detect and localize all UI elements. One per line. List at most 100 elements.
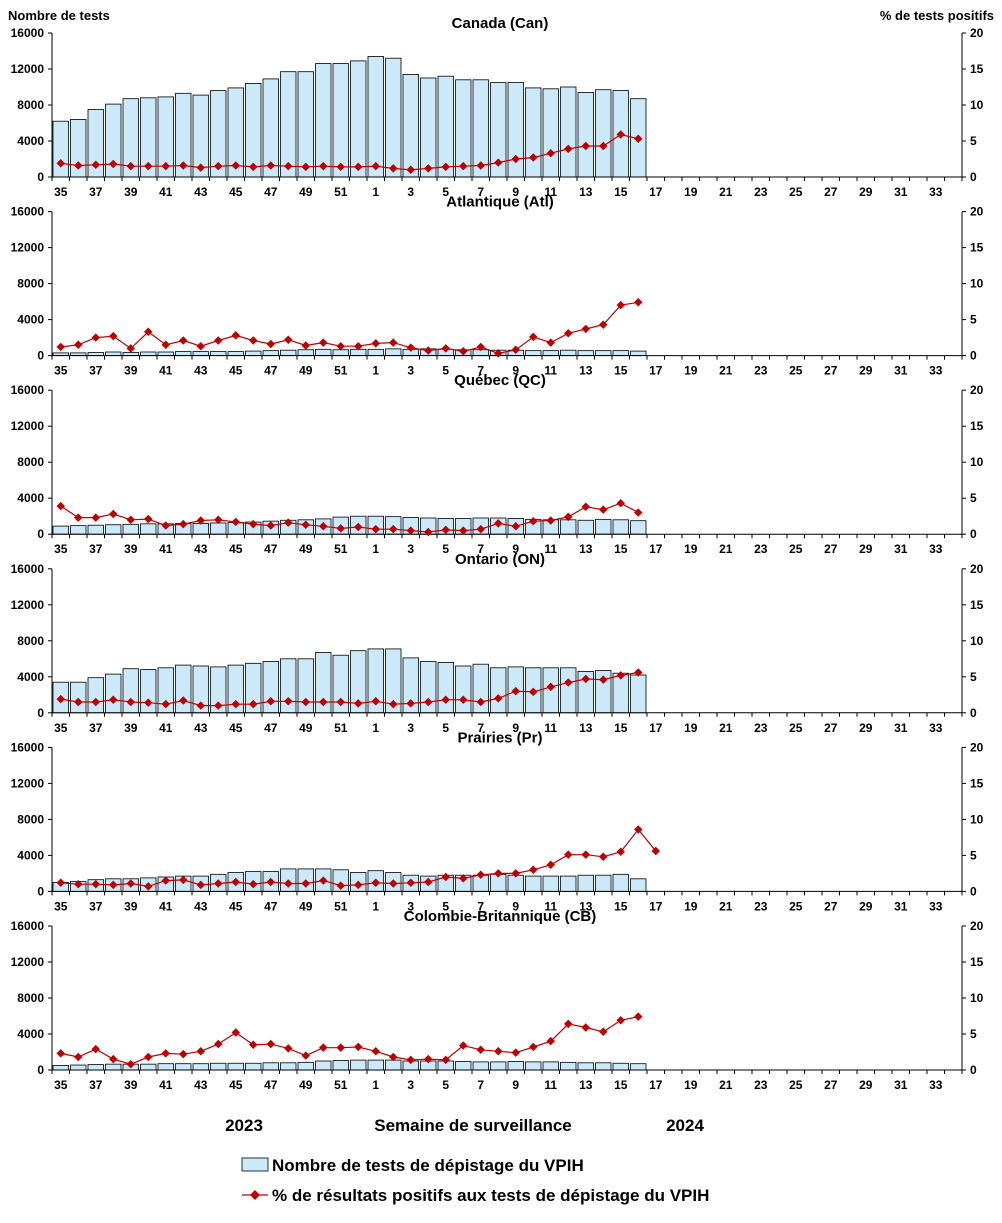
pct-positive-point (91, 333, 101, 342)
y-right-tick-label: 10 (970, 812, 984, 826)
legend: Nombre de tests de dépistage du VPIH % d… (241, 1156, 709, 1205)
x-tick-label: 51 (334, 1078, 348, 1092)
y-left-tick-label: 0 (37, 349, 44, 363)
pct-positive-point (598, 320, 608, 329)
pct-positive-point (73, 1052, 83, 1062)
y-right-tick-label: 10 (970, 277, 984, 291)
y-right-tick-label: 10 (970, 455, 984, 469)
bar (455, 1061, 472, 1071)
pct-positive-point (406, 343, 416, 352)
bar (210, 522, 227, 535)
x-tick-label: 7 (477, 721, 484, 735)
bar (595, 518, 612, 535)
x-tick-label: 1 (372, 185, 379, 199)
bar (297, 1061, 314, 1071)
x-tick-label: 21 (719, 185, 733, 199)
bar (595, 89, 612, 178)
x-tick-label: 1 (372, 721, 379, 735)
pct-positive-point (161, 1049, 170, 1058)
y-left-tick-label: 8000 (17, 812, 44, 826)
y-left-tick-label: 0 (37, 884, 44, 898)
bar (332, 63, 349, 178)
pct-positive-point (249, 519, 258, 529)
x-tick-label: 3 (407, 364, 414, 378)
pct-positive-point (389, 524, 398, 534)
x-tick-label: 7 (477, 899, 484, 913)
pct-positive-point (494, 694, 503, 703)
pct-positive-point (284, 518, 293, 527)
pct-positive-point (424, 346, 433, 355)
bar (332, 349, 349, 356)
y-right-tick-label: 10 (970, 634, 984, 648)
pct-positive-point (336, 881, 345, 890)
x-tick-label: 49 (299, 899, 313, 913)
y-left-tick-label: 12000 (11, 776, 45, 790)
x-tick-label: 47 (264, 899, 278, 913)
y-left-tick-label: 0 (37, 706, 44, 720)
pct-positive-point (56, 1049, 65, 1058)
x-tick-label: 37 (89, 721, 103, 735)
x-tick-label: 33 (929, 1078, 943, 1092)
pct-positive-point (389, 699, 398, 709)
pct-positive-point (143, 327, 153, 337)
panel-title: Atlantique (Atl) (446, 194, 553, 211)
pct-positive-point (249, 162, 258, 172)
pct-positive-point (353, 341, 363, 351)
pct-positive-point (108, 695, 118, 705)
y-right-tick-label: 0 (970, 884, 977, 898)
x-tick-label: 13 (579, 721, 593, 735)
x-tick-label: 25 (789, 899, 803, 913)
x-tick-label: 7 (477, 185, 484, 199)
bar (262, 350, 279, 356)
pct-positive-point (371, 339, 381, 348)
x-tick-label: 5 (442, 542, 449, 556)
pct-positive-point (529, 687, 538, 697)
pct-positive-point (529, 865, 538, 875)
bar (70, 525, 87, 535)
pct-positive-point (144, 514, 153, 524)
pct-positive-point (424, 1054, 433, 1064)
pct-positive-point (249, 1040, 258, 1050)
bar (420, 77, 437, 178)
bar (507, 1061, 524, 1071)
x-tick-label: 23 (754, 1078, 768, 1092)
x-tick-label: 23 (754, 364, 768, 378)
bar (245, 350, 262, 357)
x-tick-label: 37 (89, 185, 103, 199)
pct-positive-point (319, 161, 328, 171)
bar (297, 349, 314, 356)
pct-positive-point (581, 141, 590, 151)
pct-positive-point (616, 498, 625, 508)
x-tick-label: 23 (754, 721, 768, 735)
bar (560, 349, 577, 357)
y-left-tick-label: 16000 (11, 205, 45, 219)
x-tick-label: 43 (194, 364, 208, 378)
chart-panels: Canada (Can)0400080001200016000051015203… (11, 15, 984, 1092)
y-left-tick-label: 8000 (17, 98, 44, 112)
x-tick-label: 31 (894, 364, 908, 378)
pct-positive-point (179, 519, 188, 529)
bar (577, 519, 594, 535)
pct-positive-point (476, 524, 486, 534)
pct-positive-point (406, 526, 416, 535)
pct-positive-point (266, 339, 276, 349)
bar (525, 1061, 542, 1071)
y-left-tick-label: 16000 (11, 383, 45, 397)
x-tick-label: 11 (544, 899, 557, 913)
y-right-tick-label: 20 (970, 26, 984, 40)
x-tick-label: 37 (89, 899, 103, 913)
x-tick-label: 25 (789, 185, 803, 199)
pct-positive-point (126, 515, 136, 525)
x-tick-label: 19 (684, 899, 698, 913)
pct-positive-point (214, 701, 223, 710)
x-tick-label: 43 (194, 721, 208, 735)
x-tick-label: 3 (407, 1078, 414, 1092)
bar (315, 1060, 332, 1071)
pct-positive-point (284, 161, 293, 171)
pct-positive-point (214, 1039, 223, 1049)
x-tick-label: 7 (477, 542, 484, 556)
bar (315, 348, 332, 356)
x-tick-label: 5 (442, 721, 449, 735)
bar (630, 350, 647, 357)
